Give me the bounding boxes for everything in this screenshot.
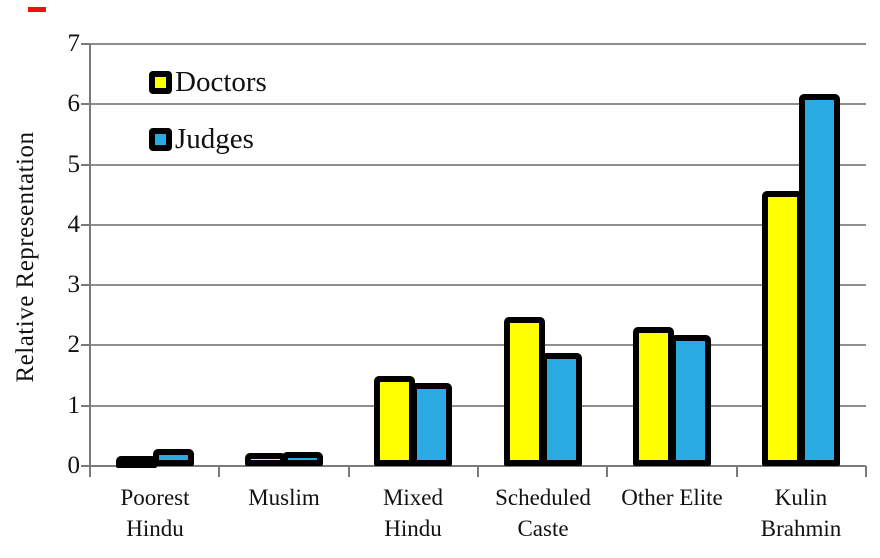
y-axis-tick-mark bbox=[81, 223, 90, 226]
x-axis-category-label: Mixed Hindu bbox=[382, 485, 444, 541]
x-axis-tick-mark bbox=[735, 466, 738, 477]
y-axis-tick-mark bbox=[81, 103, 90, 106]
y-axis-tick-label: 7 bbox=[67, 30, 81, 57]
x-axis-tick-mark bbox=[347, 466, 350, 477]
y-axis-tick-label: 1 bbox=[67, 391, 81, 419]
y-axis-title: Relative Representation bbox=[12, 131, 39, 383]
x-axis-category-label: Muslim bbox=[248, 485, 320, 510]
legend-label-judges: Judges bbox=[175, 123, 254, 155]
y-axis-tick-label: 0 bbox=[67, 452, 81, 479]
x-axis-tick-mark bbox=[89, 466, 91, 477]
legend-item-doctors: Doctors bbox=[149, 66, 267, 99]
bar-doctors-muslim bbox=[245, 453, 286, 466]
y-axis-tick-mark bbox=[81, 163, 90, 166]
y-axis-tick-mark bbox=[81, 344, 90, 347]
y-axis-tick-mark bbox=[81, 284, 90, 287]
y-axis-tick-mark bbox=[81, 465, 90, 467]
x-axis-category-label: Scheduled Caste bbox=[495, 485, 591, 541]
gridline bbox=[90, 404, 866, 407]
legend-label-doctors: Doctors bbox=[175, 66, 267, 98]
doctors-swatch-icon bbox=[149, 71, 172, 94]
gridline bbox=[90, 163, 866, 166]
y-axis-tick-mark bbox=[81, 404, 90, 407]
bar-doctors-scheduled-caste bbox=[504, 317, 545, 466]
x-axis-category-label: Poorest Hindu bbox=[120, 485, 190, 541]
y-axis-tick-mark bbox=[81, 43, 90, 45]
bar-judges-muslim bbox=[282, 452, 323, 466]
y-axis-tick-label: 4 bbox=[67, 210, 81, 238]
gridline bbox=[90, 103, 866, 106]
y-axis-line bbox=[89, 44, 91, 466]
bar-judges-mixed-hindu bbox=[411, 383, 452, 466]
gridline bbox=[90, 223, 866, 226]
legend-item-judges: Judges bbox=[149, 123, 267, 156]
bar-doctors-other-elite bbox=[633, 327, 674, 466]
bar-judges-poorest-hindu bbox=[153, 449, 194, 466]
x-axis-category-label: Other Elite bbox=[621, 485, 723, 510]
x-axis-tick-mark bbox=[218, 466, 221, 477]
gridline bbox=[90, 43, 866, 45]
gridline bbox=[90, 344, 866, 347]
y-axis-tick-label: 6 bbox=[67, 90, 81, 118]
y-axis-tick-label: 3 bbox=[67, 271, 81, 299]
x-axis-tick-mark bbox=[606, 466, 609, 477]
bar-doctors-mixed-hindu bbox=[374, 376, 415, 466]
y-axis-tick-label: 5 bbox=[67, 150, 81, 178]
x-axis-category-label: Kulin Brahmin bbox=[760, 485, 842, 541]
bar-judges-kulin-brahmin bbox=[799, 94, 840, 466]
y-axis-tick-label: 2 bbox=[67, 331, 81, 359]
judges-swatch-icon bbox=[149, 128, 172, 151]
x-axis-tick-mark bbox=[477, 466, 479, 477]
bar-judges-scheduled-caste bbox=[541, 353, 582, 466]
red-corner-mark bbox=[28, 7, 46, 12]
bar-doctors-kulin-brahmin bbox=[762, 191, 803, 466]
bar-judges-other-elite bbox=[670, 335, 711, 466]
x-axis-tick-mark bbox=[865, 466, 867, 477]
gridline bbox=[90, 284, 866, 287]
legend: Doctors Judges bbox=[149, 66, 267, 156]
bar-doctors-poorest-hindu bbox=[116, 456, 157, 468]
